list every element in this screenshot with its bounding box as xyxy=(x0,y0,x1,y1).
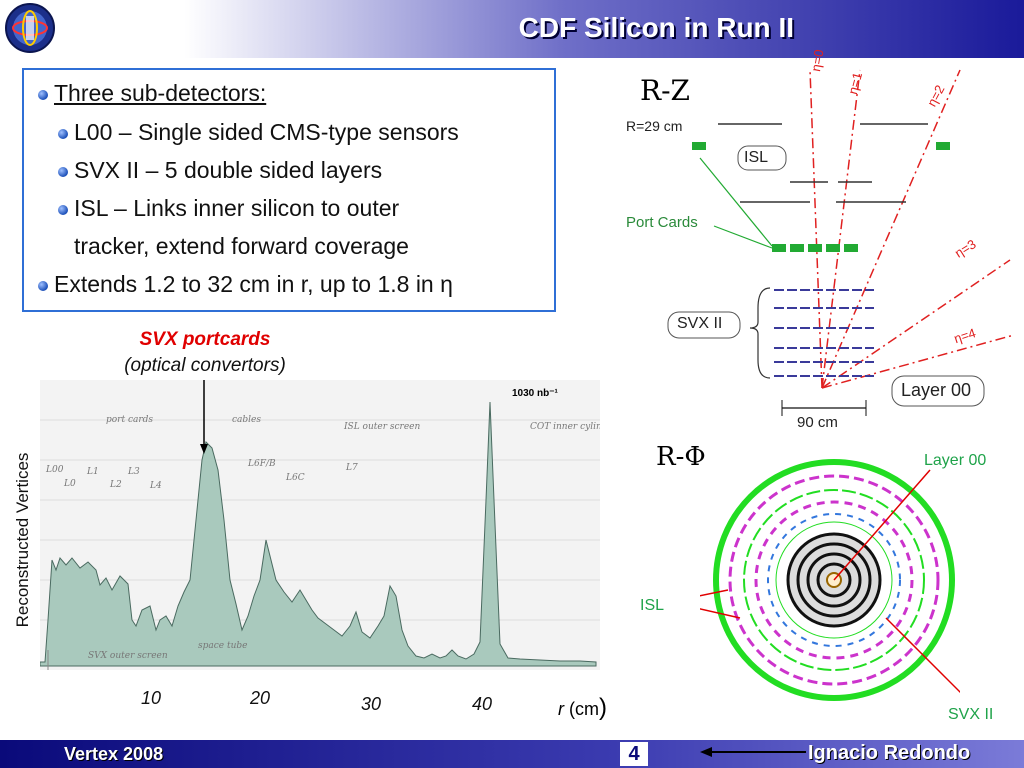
x-tick: 40 xyxy=(472,694,493,714)
bullet-icon xyxy=(38,280,48,291)
page-title: CDF Silicon in Run II xyxy=(518,12,794,43)
bullet-item: L00 – Single sided CMS-type sensors xyxy=(58,119,459,146)
bullet-icon xyxy=(38,89,48,100)
rphi-diagram xyxy=(700,459,960,701)
bullet-icon xyxy=(58,128,68,139)
rz-width-label: 90 cm xyxy=(797,414,838,431)
svg-text:L6F/B: L6F/B xyxy=(247,459,276,469)
footer-author: Ignacio Redondo xyxy=(808,742,971,764)
bullet-continuation: tracker, extend forward coverage xyxy=(74,233,409,259)
svg-text:cables: cables xyxy=(232,415,261,425)
svg-text:L3: L3 xyxy=(127,467,140,477)
rz-portcards-label: Port Cards xyxy=(626,214,698,231)
svg-text:L2: L2 xyxy=(109,480,122,490)
x-tick: 10 xyxy=(141,688,162,708)
svg-text:L7: L7 xyxy=(345,463,358,473)
bullet-icon xyxy=(58,166,68,177)
bullet-item: SVX II – 5 double sided layers xyxy=(58,157,382,184)
svg-text:port cards: port cards xyxy=(106,415,153,425)
histogram-luminosity: 1030 nb⁻¹ xyxy=(512,388,559,399)
bullet-item: Three sub-detectors: xyxy=(38,80,266,107)
rphi-title: R-Φ xyxy=(656,442,706,472)
rz-svx-label: SVX II xyxy=(677,315,723,332)
histogram-caption-title: SVX portcards xyxy=(139,329,271,350)
bullet-item: Extends 1.2 to 32 cm in r, up to 1.8 in … xyxy=(38,271,453,298)
rphi-layer00-label: Layer 00 xyxy=(924,452,987,469)
rz-layer00-label: Layer 00 xyxy=(901,380,972,400)
rphi-svx-label: SVX II xyxy=(948,706,994,723)
rz-diagram xyxy=(667,69,1015,416)
arrow-left-icon xyxy=(700,747,806,757)
rz-radius-label: R=29 cm xyxy=(626,118,683,134)
svg-text:L4: L4 xyxy=(149,481,162,491)
svg-text:space tube: space tube xyxy=(198,641,247,651)
svg-text:L1: L1 xyxy=(86,467,99,477)
x-tick: 20 xyxy=(250,688,271,708)
histogram-ylabel: Reconstructed Vertices xyxy=(13,452,32,628)
rz-title: R-Z xyxy=(640,74,690,107)
histogram-caption-subtitle: (optical convertors) xyxy=(124,355,286,376)
page-number: 4 xyxy=(620,742,648,766)
x-axis-label: r (cm) xyxy=(558,694,608,721)
bullet-box: Three sub-detectors: L00 – Single sided … xyxy=(22,68,556,312)
bullet-item: ISL – Links inner silicon to outer xyxy=(58,195,399,222)
histogram-annotations: L00 L0 L1 L2 L3 L4 port cards cables L6F… xyxy=(45,415,600,661)
footer-conference: Vertex 2008 xyxy=(64,744,164,764)
svg-text:ISL outer screen: ISL outer screen xyxy=(343,422,420,432)
svg-text:L6C: L6C xyxy=(285,473,305,483)
svg-text:COT inner cylinder: COT inner cylinder xyxy=(530,422,600,432)
header-bar xyxy=(0,0,1024,58)
svg-text:SVX outer screen: SVX outer screen xyxy=(88,651,168,661)
svg-text:L00: L00 xyxy=(45,465,64,475)
rphi-isl-label: ISL xyxy=(640,597,665,614)
vertex-histogram: L00 L0 L1 L2 L3 L4 port cards cables L6F… xyxy=(40,380,600,670)
footer-bar xyxy=(0,740,1024,768)
bullet-icon xyxy=(58,204,68,215)
cdf-logo-icon xyxy=(5,3,55,53)
rz-isl-label: ISL xyxy=(744,149,769,166)
x-tick: 30 xyxy=(361,694,382,714)
svg-text:L0: L0 xyxy=(63,479,76,489)
